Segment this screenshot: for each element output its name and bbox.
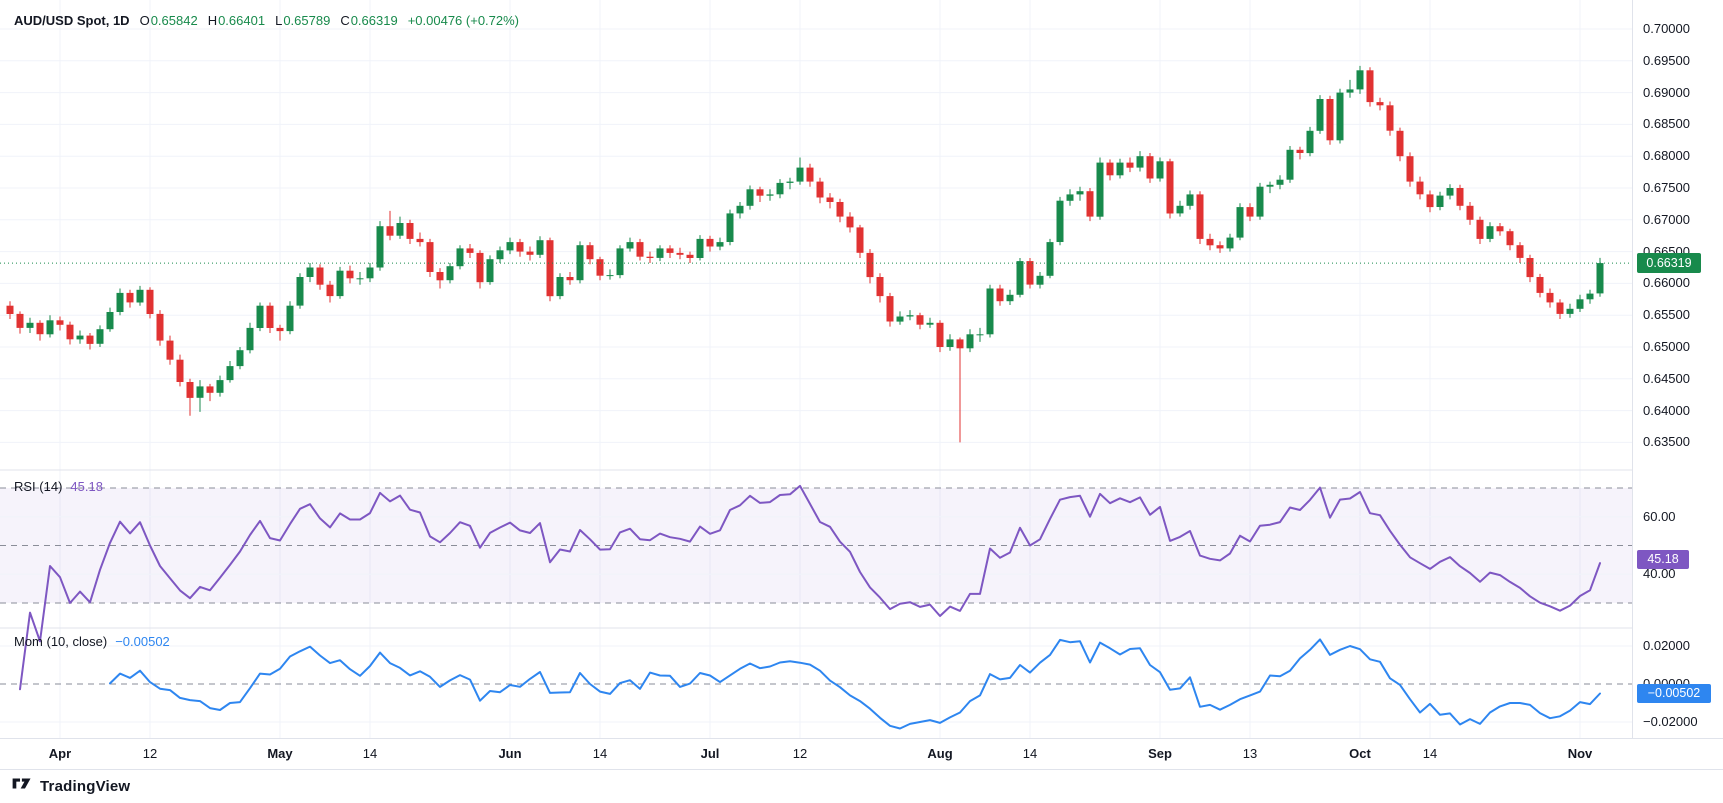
mom-value-badge: −0.00502 <box>1637 684 1711 703</box>
rsi-axis-label: 60.00 <box>1643 508 1676 524</box>
price-axis-label: 0.69000 <box>1643 84 1690 100</box>
time-axis-label: Sep <box>1148 746 1172 761</box>
ohlc-open: O0.65842 <box>139 13 198 28</box>
rsi-value-badge: 45.18 <box>1637 550 1689 569</box>
price-axis-label: 0.68000 <box>1643 148 1690 164</box>
time-axis-label: Aug <box>927 746 953 761</box>
brand-name: TradingView <box>40 777 131 795</box>
rsi-legend-title: RSI (14) <box>14 479 63 494</box>
time-axis-label: Jun <box>498 746 522 761</box>
rsi-legend-value: 45.18 <box>70 479 103 494</box>
price-axis-label: 0.64000 <box>1643 402 1690 418</box>
ohlc-high: H0.66401 <box>207 13 266 28</box>
time-axis-label: 14 <box>1422 746 1438 761</box>
time-axis-label: 12 <box>792 746 808 761</box>
price-axis-label: 0.69500 <box>1643 52 1690 68</box>
mom-axis-label: 0.02000 <box>1643 638 1690 653</box>
mom-axis-label: −0.02000 <box>1643 714 1698 729</box>
time-axis-label: 14 <box>592 746 608 761</box>
change-value: +0.00476 (+0.72%) <box>407 13 520 28</box>
mom-legend-value: −0.00502 <box>115 634 170 649</box>
price-axis-label: 0.65000 <box>1643 339 1690 354</box>
last-price-badge: 0.66319 <box>1637 253 1701 273</box>
time-axis-label: 13 <box>1242 746 1258 761</box>
ohlc-low: L0.65789 <box>275 13 331 28</box>
price-axis-label: 0.68500 <box>1643 116 1690 132</box>
mom-legend[interactable]: Mom (10, close) −0.00502 <box>14 634 170 649</box>
price-axis[interactable]: 0.66319 45.18 −0.00502 0.70000 0.69500 0.6… <box>1632 0 1723 770</box>
candles-series[interactable] <box>6 65 1604 443</box>
price-axis-label: 0.67000 <box>1643 211 1690 227</box>
price-axis-label: 0.64500 <box>1643 370 1690 386</box>
momentum-line[interactable] <box>109 638 1601 730</box>
tradingview-logo-icon <box>12 776 33 796</box>
symbol-title: AUD/USD Spot, 1D <box>14 13 130 28</box>
time-axis[interactable]: Apr 12 May 14 Jun 14 Jul 12 Aug 14 Sep 13 Oct 14 Nov <box>0 738 1723 770</box>
price-axis-label: 0.63500 <box>1643 434 1690 450</box>
mom-legend-title: Mom (10, close) <box>14 634 108 649</box>
price-axis-label: 0.66000 <box>1643 275 1690 291</box>
time-axis-label: May <box>267 746 293 761</box>
chart-plot-area[interactable] <box>0 0 1632 770</box>
price-axis-label: 0.70000 <box>1643 21 1690 36</box>
time-axis-label: Nov <box>1567 746 1593 761</box>
rsi-axis-label: 40.00 <box>1643 566 1676 582</box>
price-axis-label: 0.67500 <box>1643 180 1690 195</box>
time-axis-label: Oct <box>1349 746 1371 761</box>
time-axis-label: 12 <box>142 746 158 761</box>
rsi-line[interactable] <box>19 484 1601 691</box>
tradingview-attribution[interactable]: TradingView <box>12 776 130 796</box>
time-axis-label: Apr <box>48 746 72 761</box>
time-axis-label: 14 <box>362 746 378 761</box>
rsi-band <box>0 487 1632 604</box>
rsi-legend[interactable]: RSI (14) 45.18 <box>14 479 103 494</box>
time-axis-label: 14 <box>1022 746 1038 761</box>
ohlc-close: C0.66319 <box>340 13 398 28</box>
time-axis-label: Jul <box>700 746 720 761</box>
symbol-legend[interactable]: AUD/USD Spot, 1D O0.65842 H0.66401 L0.65… <box>14 13 519 28</box>
price-axis-label: 0.65500 <box>1643 307 1690 323</box>
